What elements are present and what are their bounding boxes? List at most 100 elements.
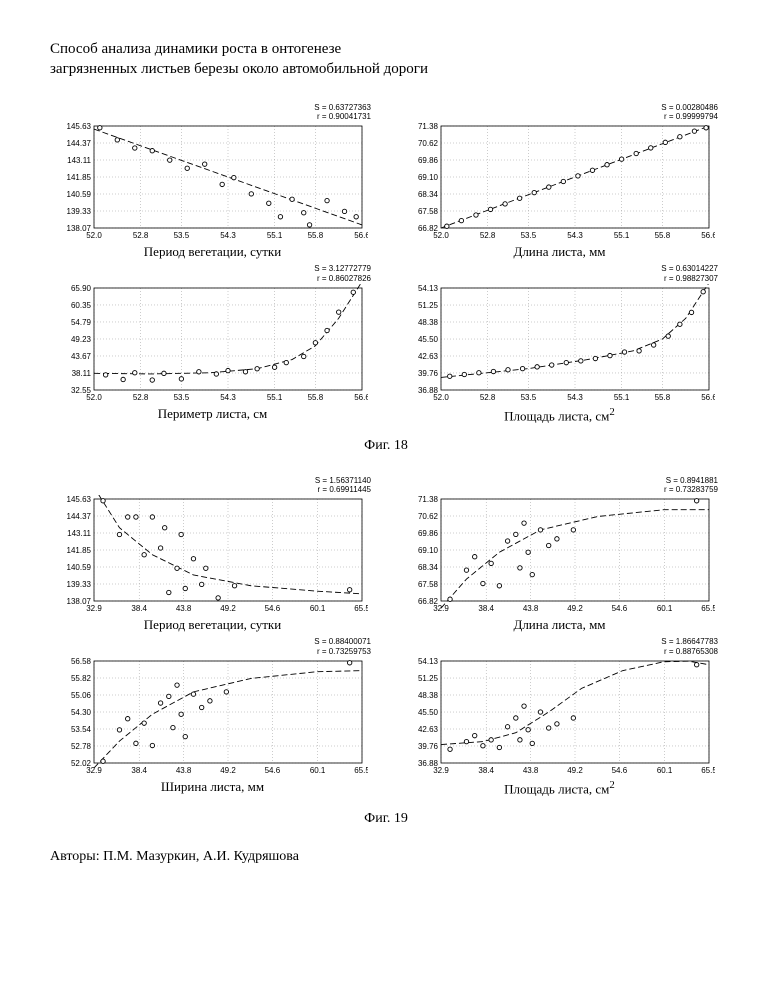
- svg-text:52.0: 52.0: [433, 393, 449, 402]
- chart-xlabel: Площадь листа, см2: [504, 779, 615, 797]
- svg-text:45.50: 45.50: [417, 708, 438, 717]
- svg-text:55.82: 55.82: [70, 674, 91, 683]
- svg-text:38.11: 38.11: [71, 369, 91, 378]
- svg-text:60.1: 60.1: [309, 604, 325, 613]
- svg-text:55.8: 55.8: [654, 393, 670, 402]
- chart-stats: S = 0.00280486r = 0.99999794: [661, 103, 722, 121]
- svg-text:32.9: 32.9: [433, 766, 449, 775]
- chart-xlabel: Период вегетации, сутки: [144, 244, 281, 260]
- svg-text:54.6: 54.6: [264, 766, 280, 775]
- svg-text:54.79: 54.79: [70, 318, 91, 327]
- svg-text:53.5: 53.5: [520, 393, 536, 402]
- svg-text:53.5: 53.5: [173, 231, 189, 240]
- chart-plot: 36.8839.7642.6345.5048.3851.2554.1332.93…: [405, 657, 715, 777]
- figure-19: S = 1.56371140r = 0.69911445138.07139.33…: [50, 476, 722, 797]
- svg-text:49.2: 49.2: [567, 604, 583, 613]
- chart-xlabel: Длина листа, мм: [513, 244, 605, 260]
- chart-panel: S = 3.12772779r = 0.8602782632.5538.1143…: [50, 264, 375, 424]
- title-line-2: загрязненных листьев березы около автомо…: [50, 61, 428, 77]
- svg-text:52.8: 52.8: [479, 393, 495, 402]
- chart-plot: 138.07139.33140.59141.85143.11144.37145.…: [58, 122, 368, 242]
- svg-text:51.25: 51.25: [417, 674, 438, 683]
- svg-text:141.85: 141.85: [66, 546, 91, 555]
- svg-text:71.38: 71.38: [417, 122, 438, 131]
- chart-stats: S = 0.63727363r = 0.90041731: [314, 103, 375, 121]
- chart-panel: S = 1.86647783r = 0.8876530836.8839.7642…: [397, 637, 722, 797]
- chart-panel: S = 1.56371140r = 0.69911445138.07139.33…: [50, 476, 375, 633]
- chart-xlabel: Периметр листа, см: [158, 406, 268, 422]
- chart-xlabel: Длина листа, мм: [513, 617, 605, 633]
- svg-text:60.1: 60.1: [309, 766, 325, 775]
- svg-text:52.8: 52.8: [132, 231, 148, 240]
- svg-text:54.3: 54.3: [567, 231, 583, 240]
- svg-text:145.63: 145.63: [66, 122, 91, 131]
- svg-text:54.13: 54.13: [417, 657, 438, 666]
- svg-text:53.5: 53.5: [520, 231, 536, 240]
- svg-text:143.11: 143.11: [67, 529, 91, 538]
- svg-text:52.0: 52.0: [433, 231, 449, 240]
- chart-xlabel: Площадь листа, см2: [504, 406, 615, 424]
- svg-text:55.1: 55.1: [613, 393, 629, 402]
- svg-text:52.78: 52.78: [70, 742, 91, 751]
- svg-text:38.4: 38.4: [131, 766, 147, 775]
- svg-text:65.5: 65.5: [354, 766, 368, 775]
- svg-text:65.5: 65.5: [354, 604, 368, 613]
- svg-text:39.76: 39.76: [417, 369, 438, 378]
- svg-text:45.50: 45.50: [417, 335, 438, 344]
- svg-text:52.0: 52.0: [86, 231, 102, 240]
- svg-text:52.0: 52.0: [86, 393, 102, 402]
- svg-text:42.63: 42.63: [417, 725, 438, 734]
- svg-text:55.1: 55.1: [266, 393, 282, 402]
- svg-text:38.4: 38.4: [478, 604, 494, 613]
- svg-text:70.62: 70.62: [417, 512, 438, 521]
- chart-plot: 32.5538.1143.6749.2354.7960.3565.9052.05…: [58, 284, 368, 404]
- authors-line: Авторы: П.М. Мазуркин, А.И. Кудряшова: [50, 849, 722, 865]
- svg-text:54.6: 54.6: [611, 766, 627, 775]
- chart-panel: S = 0.88400071r = 0.7325975352.0252.7853…: [50, 637, 375, 797]
- chart-panel: S = 0.63014227r = 0.9882730736.8839.7642…: [397, 264, 722, 424]
- svg-text:49.2: 49.2: [567, 766, 583, 775]
- svg-text:56.58: 56.58: [70, 657, 91, 666]
- svg-text:43.8: 43.8: [175, 604, 191, 613]
- svg-text:56.6: 56.6: [354, 393, 368, 402]
- svg-text:52.8: 52.8: [479, 231, 495, 240]
- svg-text:139.33: 139.33: [66, 207, 91, 216]
- svg-text:143.11: 143.11: [67, 156, 91, 165]
- svg-text:43.8: 43.8: [522, 604, 538, 613]
- chart-plot: 66.8267.5868.3469.1069.8670.6271.3852.05…: [405, 122, 715, 242]
- chart-xlabel: Ширина листа, мм: [161, 779, 264, 795]
- svg-text:67.58: 67.58: [417, 207, 438, 216]
- svg-text:71.38: 71.38: [417, 495, 438, 504]
- svg-text:55.1: 55.1: [266, 231, 282, 240]
- svg-text:145.63: 145.63: [66, 495, 91, 504]
- svg-text:60.1: 60.1: [656, 766, 672, 775]
- svg-text:54.3: 54.3: [567, 393, 583, 402]
- svg-text:65.90: 65.90: [70, 284, 91, 293]
- svg-text:48.38: 48.38: [417, 318, 438, 327]
- svg-text:70.62: 70.62: [417, 139, 438, 148]
- svg-text:32.9: 32.9: [86, 604, 102, 613]
- svg-text:42.63: 42.63: [417, 352, 438, 361]
- chart-plot: 36.8839.7642.6345.5048.3851.2554.1352.05…: [405, 284, 715, 404]
- svg-text:51.25: 51.25: [417, 301, 438, 310]
- svg-text:55.8: 55.8: [654, 231, 670, 240]
- svg-text:38.4: 38.4: [478, 766, 494, 775]
- chart-plot: 138.07139.33140.59141.85143.11144.37145.…: [58, 495, 368, 615]
- svg-text:141.85: 141.85: [66, 173, 91, 182]
- svg-text:32.9: 32.9: [433, 604, 449, 613]
- svg-text:69.86: 69.86: [417, 156, 438, 165]
- svg-text:56.6: 56.6: [701, 393, 715, 402]
- svg-text:69.10: 69.10: [417, 546, 438, 555]
- svg-text:54.3: 54.3: [220, 231, 236, 240]
- svg-text:55.06: 55.06: [70, 691, 91, 700]
- chart-stats: S = 0.88400071r = 0.73259753: [314, 637, 375, 655]
- svg-text:55.8: 55.8: [307, 393, 323, 402]
- svg-text:60.1: 60.1: [656, 604, 672, 613]
- svg-text:55.8: 55.8: [307, 231, 323, 240]
- svg-text:43.8: 43.8: [522, 766, 538, 775]
- svg-text:140.59: 140.59: [66, 190, 91, 199]
- svg-text:69.10: 69.10: [417, 173, 438, 182]
- svg-text:52.8: 52.8: [132, 393, 148, 402]
- chart-plot: 52.0252.7853.5454.3055.0655.8256.5832.93…: [58, 657, 368, 777]
- svg-text:39.76: 39.76: [417, 742, 438, 751]
